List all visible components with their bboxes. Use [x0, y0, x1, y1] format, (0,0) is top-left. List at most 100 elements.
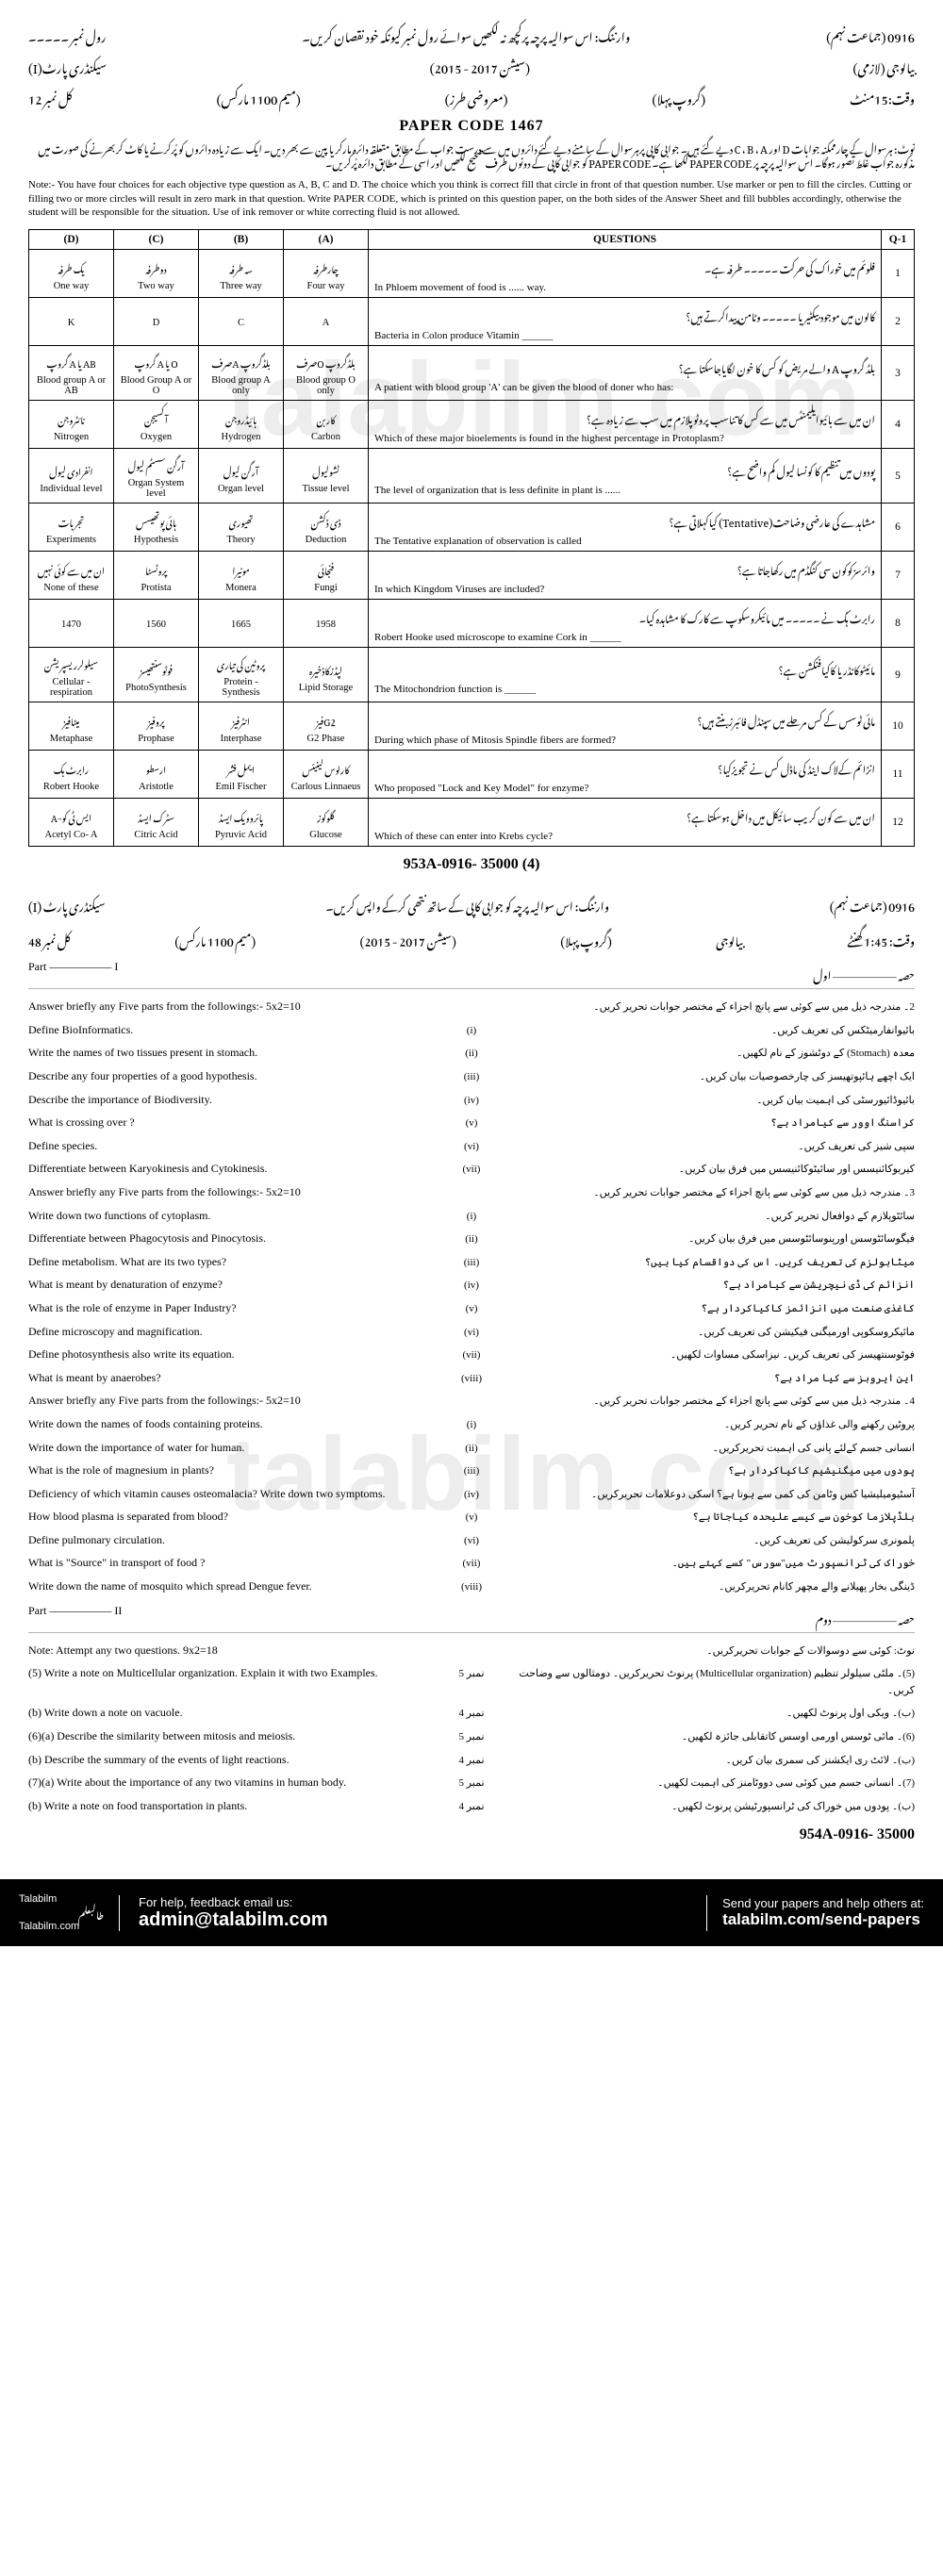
option-b: ہائیڈروجنHydrogen: [199, 401, 284, 449]
short-question: What is the role of enzyme in Paper Indu…: [28, 1296, 915, 1320]
paper-code: PAPER CODE 1467: [28, 118, 915, 135]
question-num: 5: [882, 449, 915, 504]
option-c: آرگن سسٹم لیولOrgan System level: [114, 449, 199, 504]
table-row: ایس ٹی کو-AAcetyl Co- Aسٹرک ایسڈCitric A…: [29, 799, 915, 847]
note-english: Note:- You have four choices for each ob…: [28, 178, 915, 221]
option-d: ایس ٹی کو-AAcetyl Co- A: [29, 799, 114, 847]
short-question: (b) Describe the summary of the events o…: [28, 1748, 915, 1772]
short-question: Describe any four properties of a good h…: [28, 1065, 915, 1088]
p2-group: (گروپ پہلا): [560, 925, 611, 954]
short-question: What is meant by anaerobes?(viii)این ایر…: [28, 1366, 915, 1390]
max-ur: (میم 1100 مارکس): [217, 81, 301, 112]
short-question: Differentiate between Phagocytosis and P…: [28, 1227, 915, 1250]
short-question: What is "Source" in transport of food ?(…: [28, 1551, 915, 1575]
option-d: نائٹروجنNitrogen: [29, 401, 114, 449]
table-row: تجرباتExperimentsہائی پوتھیسسHypothesisت…: [29, 504, 915, 552]
short-question: Define BioInformatics.(i)بائیوانفارمیٹکس…: [28, 1018, 915, 1042]
option-d: میٹافیزMetaphase: [29, 702, 114, 751]
option-d: AB یا A گروپBlood group A or AB: [29, 346, 114, 401]
question-text: رابرٹ ہُک نے ۔۔۔۔۔ میں مائیکروسکوپ سے کا…: [369, 600, 882, 648]
table-row: انفرادی لیولIndividual levelآرگن سسٹم لی…: [29, 449, 915, 504]
option-c: ارسطوAristotle: [114, 751, 199, 799]
marks-ur: (معروضی طرز): [445, 81, 508, 112]
option-c: 1560: [114, 600, 199, 648]
exam-code: 0916 (جماعت نہم): [826, 19, 915, 50]
sheet-code-2: 954A-0916- 35000: [28, 1826, 915, 1843]
question-text: انزائم کےلاک اینڈ کی ماڈل کس نے تجویزکیا…: [369, 751, 882, 799]
option-a: بلڈگروپ OصرفBlood group O only: [284, 346, 369, 401]
option-c: فوٹوسنتھیسزPhotoSynthesis: [114, 648, 199, 702]
option-c: پروفیزProphase: [114, 702, 199, 751]
mcq-table: (D) (C) (B) (A) QUESTIONS Q-1 یک طرفہOne…: [28, 229, 915, 847]
short-question: Write the names of two tissues present i…: [28, 1041, 915, 1065]
short-question: Write down two functions of cytoplasm.(i…: [28, 1204, 915, 1228]
footer-bar: Talabilm طالبعلم Talabilm.com For help, …: [0, 1879, 943, 1946]
option-b: مونیراMonera: [199, 552, 284, 600]
question-num: 4: [882, 401, 915, 449]
option-a: ٹشولیولTissue level: [284, 449, 369, 504]
short-question: Write down the names of foods containing…: [28, 1412, 915, 1436]
p2-warn: وارننگ: اس سوالیہ پرچہ کو جوابی کاپی کے …: [325, 890, 609, 919]
question-text: ان میں سے بائیوایلیمنٹس میں سے کس کا تنا…: [369, 401, 882, 449]
short-question: Define microscopy and magnification.(vi)…: [28, 1320, 915, 1344]
option-b: سہ طرفہThree way: [199, 250, 284, 298]
col-n: Q-1: [882, 230, 915, 250]
short-question: Deficiency of which vitamin causes osteo…: [28, 1482, 915, 1506]
col-b: (B): [199, 230, 284, 250]
question-num: 10: [882, 702, 915, 751]
question-text: فلوئم میں خوراک کی حرکت ۔۔۔۔۔ طرفہ ہے۔In…: [369, 250, 882, 298]
sec3-intro: Answer briefly any Five parts from the f…: [28, 1181, 915, 1204]
option-a: چارطرفہFour way: [284, 250, 369, 298]
question-text: ان میں سے کون کریب سائیکل میں داخل ہوسکت…: [369, 799, 882, 847]
part-ii-ur: حصہ ––––––––––– دوم: [816, 1604, 915, 1632]
short-question: What is meant by denaturation of enzyme?…: [28, 1273, 915, 1296]
option-b: ایمل فشرEmil Fischer: [199, 751, 284, 799]
table-row: میٹافیزMetaphaseپروفیزProphaseانٹرفیزInt…: [29, 702, 915, 751]
short-question: (b) Write down a note on vacuole.نمبر 4(…: [28, 1701, 915, 1725]
col-a: (A): [284, 230, 369, 250]
option-c: سٹرک ایسڈCitric Acid: [114, 799, 199, 847]
col-d: (D): [29, 230, 114, 250]
option-c: ہائی پوتھیسسHypothesis: [114, 504, 199, 552]
table-row: 1470156016651958رابرٹ ہُک نے ۔۔۔۔۔ میں م…: [29, 600, 915, 648]
short-question: Define pulmonary circulation.(vi)پلمونری…: [28, 1528, 915, 1552]
part-ii-en: Part ––––––––––– II: [28, 1604, 122, 1632]
table-row: AB یا A گروپBlood group A or ABO یا A گر…: [29, 346, 915, 401]
time-ur: وقت:15منٹ: [850, 81, 915, 112]
option-b: C: [199, 298, 284, 346]
question-num: 6: [882, 504, 915, 552]
p2-sess: (سیشن 2017 - 2015): [360, 925, 456, 954]
question-text: مائی ٹوسس کے کس مرحلے میں سپنڈل فائبرزبن…: [369, 702, 882, 751]
option-b: بلڈگروپ AصرفBlood group A only: [199, 346, 284, 401]
short-question: (7)(a) Write about the importance of any…: [28, 1771, 915, 1794]
question-text: بلڈ گروپ A والے مریض کو کس کا خون لگایاج…: [369, 346, 882, 401]
part-i-ur: حصہ ––––––––––– اول: [813, 960, 915, 988]
option-a: فنجائیFungi: [284, 552, 369, 600]
option-c: دوطرفہTwo way: [114, 250, 199, 298]
option-c: D: [114, 298, 199, 346]
option-d: سیلولرریسپریشنCellular - respiration: [29, 648, 114, 702]
question-num: 2: [882, 298, 915, 346]
sec4-intro: Answer briefly any Five parts from the f…: [28, 1389, 915, 1412]
short-question: (6)(a) Describe the similarity between m…: [28, 1725, 915, 1748]
p2-marks: (میم 1100 مارکس): [174, 925, 256, 954]
footer-email: For help, feedback email us: admin@talab…: [119, 1895, 707, 1931]
option-a: G2فیزG2 Phase: [284, 702, 369, 751]
option-d: انفرادی لیولIndividual level: [29, 449, 114, 504]
option-a: کارلوس لینیئسCarlous Linnaeus: [284, 751, 369, 799]
question-num: 3: [882, 346, 915, 401]
table-row: سیلولرریسپریشنCellular - respirationفوٹو…: [29, 648, 915, 702]
question-num: 9: [882, 648, 915, 702]
option-d: 1470: [29, 600, 114, 648]
total-ur: کل نمبر 12: [28, 81, 73, 112]
option-a: گلوکوزGlucose: [284, 799, 369, 847]
subject-ur: بیالوجی (لازمی): [853, 50, 915, 81]
partII-note: Note: Attempt any two questions. 9x2=18 …: [28, 1639, 915, 1662]
short-question: Define photosynthesis also write its equ…: [28, 1343, 915, 1366]
option-a: 1958: [284, 600, 369, 648]
option-d: K: [29, 298, 114, 346]
part-i-en: Part ––––––––––– I: [28, 960, 118, 988]
option-b: آرگن لیولOrgan level: [199, 449, 284, 504]
col-c: (C): [114, 230, 199, 250]
option-d: ان میں سے کوئی نہیںNone of these: [29, 552, 114, 600]
